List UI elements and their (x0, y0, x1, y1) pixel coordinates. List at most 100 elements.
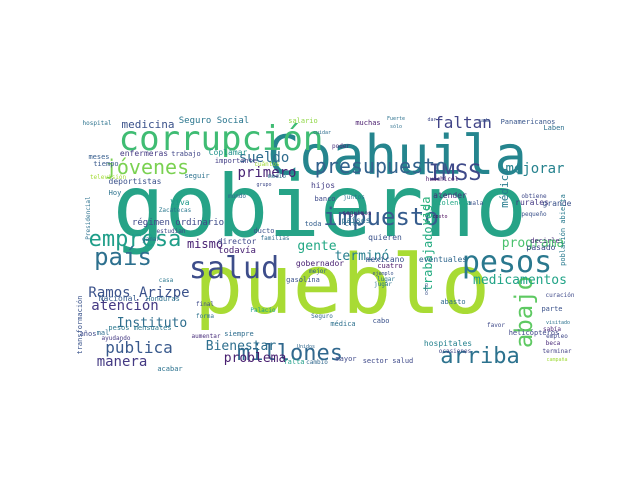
word-mismo: mismo (187, 237, 223, 251)
word-anos: años (80, 330, 97, 338)
word-sector-salud: sector salud (363, 357, 414, 365)
word-faltan: faltan (434, 113, 492, 132)
word-meses: meses (88, 153, 109, 161)
word-imss: IMSS (429, 161, 482, 186)
word-costo: costo (432, 214, 447, 220)
word-pequeno: pequeño (521, 211, 547, 218)
word-pais: país (94, 243, 152, 271)
word-programa: programa (502, 236, 565, 251)
word-medico: médico (498, 168, 511, 208)
word-obtiene: obtiene (521, 193, 547, 200)
word-corrupcion: corrupción (119, 119, 324, 159)
word-cada: cada (478, 118, 490, 124)
word-ramos-arizpe: Ramos Arizpe (88, 285, 189, 301)
word-seguro-social: Seguro Social (179, 116, 249, 126)
word-manera: manera (97, 354, 148, 370)
word-salud: salud (189, 251, 279, 286)
word-hijos: hijos (311, 181, 335, 190)
word-mejorar: mejorar (505, 161, 564, 177)
word-familias: familias (261, 235, 290, 242)
word-huachicol: huachicol (426, 176, 459, 183)
word-abasto: abasto (440, 298, 465, 306)
word-bienestar: Bienestar (206, 339, 277, 354)
word-campana: campaña (546, 357, 567, 363)
word-ayudando: ayudando (102, 335, 131, 342)
word-final: final (196, 301, 214, 308)
word-mejor: mejor (309, 268, 327, 275)
word-siempre: siempre (224, 330, 254, 338)
word-viva: Viva (170, 198, 189, 207)
word-problema: problema (224, 351, 287, 366)
word-estudian: estudian (157, 228, 186, 235)
word-mexicano: mexicano (366, 255, 405, 264)
word-hoy: Hoy (109, 189, 122, 197)
word-trabajadores: trabajadores (421, 205, 435, 292)
word-tiempo: tiempo (93, 160, 118, 168)
word-sabia: sabía (543, 326, 561, 333)
word-cuatro: cuatro (377, 262, 402, 270)
word-todavia: todavía (218, 246, 256, 256)
word-juntos: juntos (343, 194, 365, 201)
word-millones: millones (237, 341, 343, 366)
word-atencion: atención (91, 298, 158, 314)
word-hospital: hospital (83, 120, 112, 127)
word-mundo: mundo (228, 193, 246, 200)
word-pesos-mensuales: pesos mensuales (108, 324, 171, 332)
word-cuantos: cuántos (254, 161, 280, 168)
word-instituto: Instituto (117, 316, 187, 331)
word-publica: pública (105, 338, 172, 357)
word-ejemplo: ejemplo (372, 271, 393, 277)
word-poder: poder (332, 143, 350, 150)
word-visitado: visitado (546, 320, 570, 326)
word-presupuesto: presupuesto (315, 154, 447, 178)
word-gobernador: gobernador (296, 259, 344, 268)
word-decirle: decirle (530, 237, 560, 245)
word-grande: grande (543, 199, 572, 208)
word-mal: mal (97, 329, 110, 337)
word-pesos: pesos (462, 245, 552, 280)
word-rurales: rurales (515, 198, 549, 207)
word-nacional: Nacional (99, 294, 138, 303)
word-medica: médica (330, 320, 355, 328)
word-coplamar: Coplamar (209, 148, 248, 157)
word-arriba: arriba (440, 344, 519, 369)
word-pasado: pasado (527, 243, 556, 252)
word-impuesto: impuesto (323, 203, 439, 231)
word-dar: dar (427, 117, 436, 123)
word-toda: toda (305, 220, 322, 228)
word-favor: favor (487, 322, 505, 329)
word-zacatecas: Zacatecas (159, 207, 192, 214)
word-sueldo: sueldo (239, 150, 290, 166)
word-jugar: jugar (374, 281, 392, 288)
word-trabajo: trabajo (171, 150, 201, 158)
word-ocasiones: ocasiones (439, 348, 472, 355)
word-jovenes: jóvenes (105, 155, 189, 179)
word-cabo: cabo (373, 317, 390, 325)
word-television: televisión (90, 174, 127, 181)
word-termino: terminó (335, 249, 390, 264)
word-atender: atender (433, 191, 467, 200)
word-mala: mala (469, 200, 484, 207)
word-laben: Laben (543, 124, 564, 132)
word-ocho: ocho (424, 283, 430, 295)
word-importante: importante (215, 157, 257, 165)
word-gasolina: gasolina (286, 276, 320, 284)
word-empleo: empleo (546, 333, 568, 340)
word-medicina: medicina (122, 118, 175, 131)
word-fuerte: Fuerte (387, 116, 405, 122)
word-terminar: terminar (543, 348, 572, 355)
word-gobierno: gobierno (113, 157, 527, 257)
word-mayor: mayor (335, 355, 356, 363)
word-abajo: abajo (510, 276, 538, 348)
word-creo: creo (345, 220, 362, 228)
word-hospitales: hospitales (424, 339, 472, 348)
word-quieren: quieren (368, 233, 402, 242)
word-muchas: muchas (355, 119, 380, 127)
word-parte: parte (541, 305, 562, 313)
word-coahuila: Coahuila (267, 124, 527, 187)
word-panamericanos: Panamericanos (501, 118, 556, 126)
word-deportistas: deportistas (109, 177, 162, 186)
word-primero: primero (237, 165, 296, 181)
